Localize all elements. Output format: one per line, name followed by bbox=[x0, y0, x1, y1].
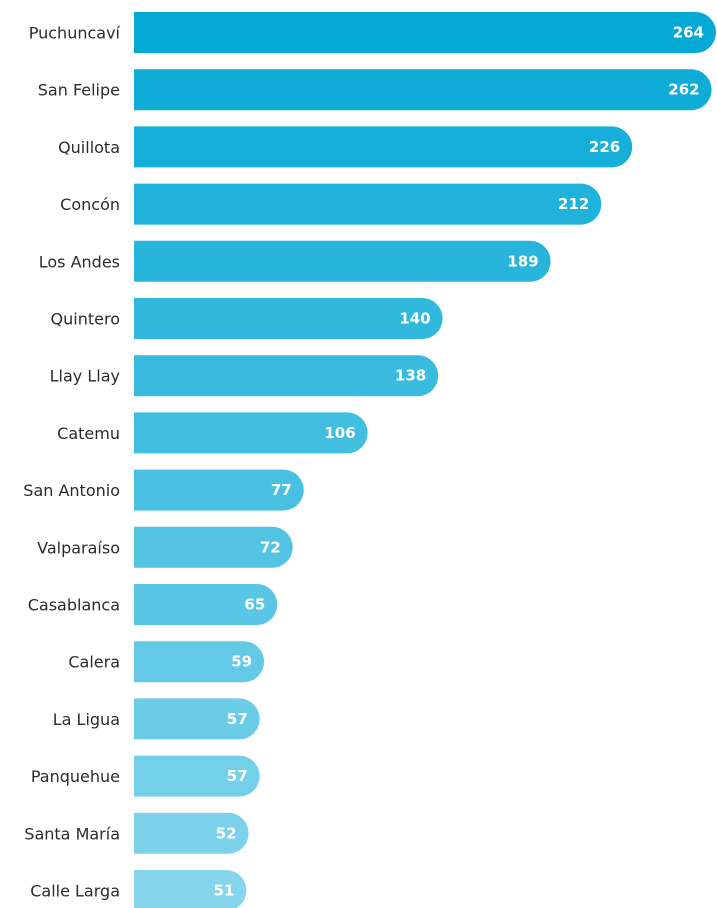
value-label: 65 bbox=[244, 596, 265, 614]
bars-group: Puchuncaví 264 San Felipe 262 Quillota 226 Con… bbox=[23, 12, 716, 908]
bar bbox=[134, 69, 712, 111]
value-label: 106 bbox=[324, 424, 355, 442]
bar-row: Catemu 106 bbox=[57, 412, 368, 454]
bar-row: Calera 59 bbox=[68, 641, 265, 683]
category-label: Casablanca bbox=[28, 596, 120, 615]
value-label: 57 bbox=[227, 710, 248, 728]
bar-row: Santa María 52 bbox=[24, 812, 249, 854]
bar bbox=[134, 240, 551, 282]
category-label: Concón bbox=[60, 195, 120, 214]
value-label: 212 bbox=[558, 195, 589, 213]
value-label: 57 bbox=[227, 767, 248, 785]
value-label: 52 bbox=[216, 824, 237, 842]
bar bbox=[134, 755, 260, 797]
category-label: Valparaíso bbox=[37, 538, 120, 557]
bar-row: Los Andes 189 bbox=[39, 240, 551, 282]
value-label: 138 bbox=[395, 367, 426, 385]
bar bbox=[134, 412, 368, 454]
category-label: Calera bbox=[68, 653, 120, 672]
category-label: Puchuncaví bbox=[29, 24, 121, 43]
bar-row: Quillota 226 bbox=[58, 126, 633, 168]
category-label: La Ligua bbox=[53, 710, 120, 729]
bar bbox=[134, 298, 443, 339]
bar bbox=[134, 641, 265, 683]
value-label: 264 bbox=[673, 24, 704, 42]
category-label: Quintero bbox=[51, 310, 120, 329]
bar-row: Calle Larga 51 bbox=[30, 870, 247, 908]
value-label: 77 bbox=[271, 481, 292, 499]
bar bbox=[134, 126, 633, 168]
bar-row: Concón 212 bbox=[60, 183, 602, 225]
category-label: Panquehue bbox=[31, 767, 120, 786]
category-label: Quillota bbox=[58, 138, 120, 157]
value-label: 72 bbox=[260, 538, 281, 556]
category-label: Santa María bbox=[24, 824, 120, 843]
category-label: San Antonio bbox=[23, 481, 120, 500]
category-label: Los Andes bbox=[39, 252, 120, 271]
value-label: 262 bbox=[668, 81, 699, 99]
bar-row: Valparaíso 72 bbox=[37, 526, 293, 568]
value-label: 59 bbox=[231, 653, 252, 671]
bar bbox=[134, 812, 249, 854]
bar bbox=[134, 698, 260, 740]
bar bbox=[134, 469, 304, 511]
category-label: Calle Larga bbox=[30, 882, 120, 901]
value-label: 189 bbox=[507, 252, 538, 270]
bar-row: Panquehue 57 bbox=[31, 755, 260, 797]
bar bbox=[134, 584, 278, 625]
bar-row: San Felipe 262 bbox=[38, 69, 712, 111]
bar bbox=[134, 526, 293, 568]
bar-row: Llay Llay 138 bbox=[50, 355, 439, 397]
category-label: Llay Llay bbox=[50, 367, 120, 386]
bar bbox=[134, 183, 602, 225]
bar bbox=[134, 870, 247, 908]
bar-row: Casablanca 65 bbox=[28, 584, 278, 625]
value-label: 51 bbox=[214, 882, 235, 900]
value-label: 226 bbox=[589, 138, 620, 156]
value-label: 140 bbox=[399, 310, 430, 328]
category-label: San Felipe bbox=[38, 81, 120, 100]
bar-row: Puchuncaví 264 bbox=[29, 12, 716, 53]
category-label: Catemu bbox=[57, 424, 120, 443]
bar-row: San Antonio 77 bbox=[23, 469, 304, 511]
bar-row: Quintero 140 bbox=[51, 298, 443, 339]
bar bbox=[134, 12, 716, 53]
bar bbox=[134, 355, 439, 397]
bar-row: La Ligua 57 bbox=[53, 698, 260, 740]
